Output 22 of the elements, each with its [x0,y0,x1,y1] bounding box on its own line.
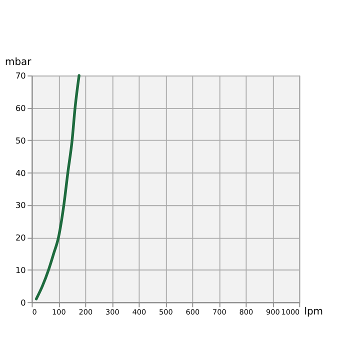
line-series [34,74,80,300]
y-tick-label: 0 [20,297,26,308]
x-axis-title: lpm [304,306,324,318]
x-tick-label: 600 [186,307,200,316]
y-axis-title: mbar [4,57,32,68]
y-tick-label: 40 [15,168,26,178]
y-tick-label: 30 [15,200,26,210]
x-tick-label: 200 [78,307,93,316]
x-tick-label: 0 [32,307,38,316]
y-tick-label: 20 [15,232,26,243]
x-tick-label: 1000 [281,307,300,316]
y-tick-label: 10 [15,264,26,275]
y-tick-label: 70 [15,70,26,81]
y-tick-label: 60 [15,103,26,114]
y-tick-label: 50 [15,135,26,146]
x-tick-label: 800 [239,307,254,316]
x-tick-label: 100 [52,307,66,316]
x-tick-label: 500 [159,307,174,316]
x-tick-label: 300 [106,307,120,316]
x-tick-label: 700 [212,307,227,316]
x-tick-label: 900 [266,307,280,316]
x-tick-label: 400 [132,307,146,316]
